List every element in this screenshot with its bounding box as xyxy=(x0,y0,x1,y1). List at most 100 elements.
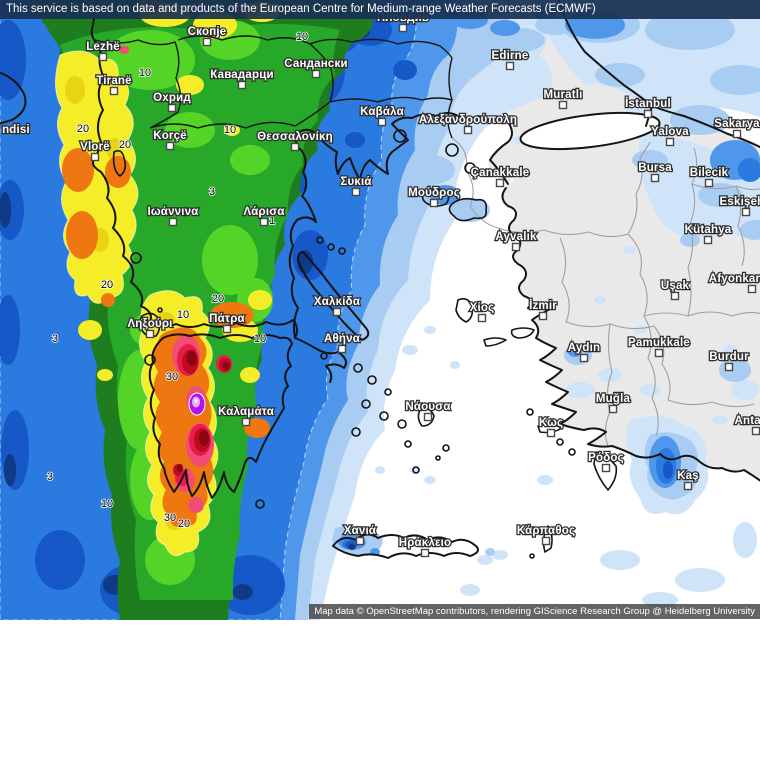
city-marker xyxy=(111,88,118,95)
city-marker xyxy=(672,293,679,300)
contour-label: 10 xyxy=(296,31,308,43)
city-marker xyxy=(169,105,176,112)
city-marker xyxy=(749,286,756,293)
city-label: Охрид xyxy=(153,92,191,104)
city-label: Bursa xyxy=(638,162,672,174)
city-marker xyxy=(548,430,555,437)
contour-label: 20 xyxy=(101,279,113,291)
city-label: Lezhë xyxy=(86,41,120,53)
city-marker xyxy=(292,144,299,151)
city-marker xyxy=(224,326,231,333)
city-marker xyxy=(167,143,174,150)
city: ndisi xyxy=(2,124,30,136)
city-label: Tiranë xyxy=(96,75,132,87)
city-marker xyxy=(479,315,486,322)
city-label: Κως xyxy=(539,417,563,429)
city-marker xyxy=(507,63,514,70)
city-marker xyxy=(243,419,250,426)
city-marker xyxy=(652,175,659,182)
city-label: Antalya xyxy=(735,415,760,427)
city-label: Χανιά xyxy=(344,525,376,537)
contour-label: 20 xyxy=(77,123,89,135)
city-label: Kütahya xyxy=(685,224,732,236)
city-marker xyxy=(497,180,504,187)
city-marker xyxy=(379,119,386,126)
city-marker xyxy=(513,244,520,251)
city-label: Eskişehir xyxy=(720,196,760,208)
city-marker xyxy=(726,364,733,371)
city-label: İzmir xyxy=(529,299,557,312)
contour-label: 10 xyxy=(177,309,189,321)
contour-label: 20 xyxy=(178,518,190,530)
contour-label: 3 xyxy=(209,186,215,198)
city-marker xyxy=(147,331,154,338)
city-marker xyxy=(465,127,472,134)
city-label: Сандански xyxy=(284,58,347,70)
city-label: Muratlı xyxy=(543,89,582,101)
city-marker xyxy=(543,538,550,545)
city-label: Μούδρος xyxy=(408,187,460,199)
city-label: Ιωάννινα xyxy=(147,206,198,218)
weather-map-page: 101010202031202010103303103020 СкопјеLez… xyxy=(0,0,760,760)
city-label: Ηράκλειο xyxy=(399,537,452,549)
city-marker xyxy=(357,538,364,545)
city-label: Yalova xyxy=(651,126,689,138)
contour-label: 10 xyxy=(101,498,113,510)
contour-label: 20 xyxy=(212,293,224,305)
city-label: Χίος xyxy=(470,302,495,314)
city-label: Θεσσαλονίκη xyxy=(257,131,333,143)
city-marker xyxy=(581,355,588,362)
city-marker xyxy=(734,131,741,138)
city-marker xyxy=(603,465,610,472)
city-marker xyxy=(560,102,567,109)
city-label: Kaş xyxy=(677,470,699,482)
contour-label: 3 xyxy=(52,333,58,345)
city-label: Pamukkale xyxy=(628,337,690,349)
city-label: Korçë xyxy=(153,130,187,142)
contour-label: 3 xyxy=(47,471,53,483)
city-marker xyxy=(425,414,432,421)
city-marker xyxy=(431,200,438,207)
city-marker xyxy=(540,313,547,320)
city-marker xyxy=(334,309,341,316)
legend-panel: Precipitation, 24h (mm) Valid for Mon 09… xyxy=(0,620,760,760)
city-label: Çanakkale xyxy=(471,167,530,179)
city-label: Ρόδος xyxy=(588,452,624,464)
contour-label: 30 xyxy=(164,512,176,524)
city-marker xyxy=(422,550,429,557)
map-canvas[interactable]: 101010202031202010103303103020 СкопјеLez… xyxy=(0,0,760,620)
city-marker xyxy=(261,219,268,226)
city-label: Кавадарци xyxy=(210,69,274,81)
city-label: Καλαμάτα xyxy=(218,406,274,418)
city-label: İstanbul xyxy=(625,97,671,110)
city-marker xyxy=(706,180,713,187)
city-label: Burdur xyxy=(709,351,749,363)
city-marker xyxy=(610,406,617,413)
city-label: Αθήνα xyxy=(324,333,360,345)
contour-label: 20 xyxy=(119,139,131,151)
city-marker xyxy=(100,54,107,61)
city-label: Κάρπαθος xyxy=(517,525,575,537)
city-marker xyxy=(339,346,346,353)
city-label: Αλεξανδρούπολη xyxy=(419,114,517,126)
city-label: Ayvalık xyxy=(495,231,537,243)
contour-label: 30 xyxy=(166,371,178,383)
contour-label: 10 xyxy=(139,67,151,79)
city-label: Muğla xyxy=(596,393,631,405)
city-marker xyxy=(353,189,360,196)
city-label: Συκιά xyxy=(340,176,371,188)
city-label: ndisi xyxy=(2,124,30,136)
city-marker xyxy=(239,82,246,89)
city-label: Afyonkarahisar xyxy=(709,273,760,285)
city-label: Uşak xyxy=(661,280,690,292)
city-marker xyxy=(685,483,692,490)
city-label: Vlorë xyxy=(80,141,110,153)
city-marker xyxy=(667,139,674,146)
city-marker xyxy=(313,71,320,78)
city-marker xyxy=(645,111,652,118)
city-label: Νάουσα xyxy=(405,401,450,413)
city-label: Λάρισα xyxy=(243,206,284,218)
city-marker xyxy=(705,237,712,244)
precipitation-map[interactable]: 101010202031202010103303103020 СкопјеLez… xyxy=(0,0,760,620)
contour-label: 10 xyxy=(224,124,236,136)
